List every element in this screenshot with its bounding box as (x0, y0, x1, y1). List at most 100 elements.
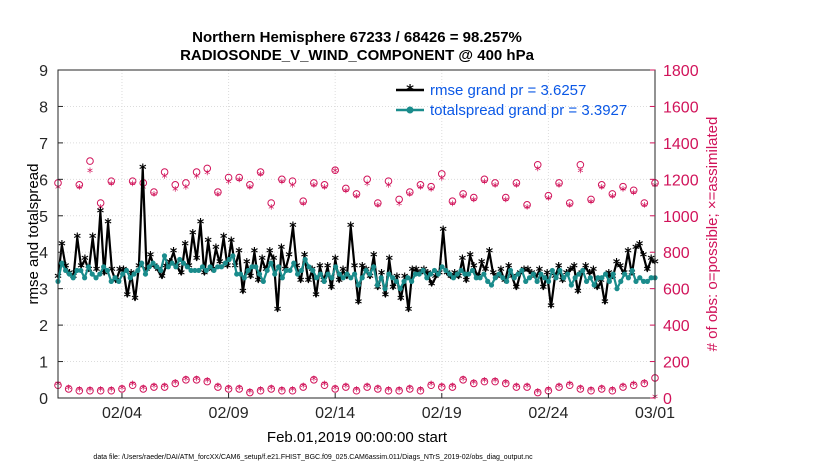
spread-point (340, 275, 346, 281)
obs-possible-point (437, 170, 446, 178)
spread-point (256, 271, 263, 277)
obs-assimilated-point: * (311, 373, 317, 387)
spread-point (82, 275, 88, 281)
spread-point (230, 253, 236, 259)
obs-possible-point (96, 199, 105, 207)
spread-point (561, 275, 567, 281)
y-axis-right-ticks: 0 200 400 600 800 1000 1200 1400 1600 1800 (650, 63, 699, 408)
spread-point (477, 275, 483, 281)
rmse-point: * (112, 275, 120, 291)
obs-assimilated-point: * (258, 384, 264, 398)
obs-assimilated-point: * (588, 384, 594, 398)
rmse-point: * (567, 264, 575, 280)
spread-point (63, 267, 69, 274)
spread-point (260, 278, 266, 284)
obs-possible-point (406, 385, 414, 393)
obs-possible-point (480, 175, 489, 184)
obs-assimilated-point: * (503, 195, 509, 209)
obs-assimilated-point: * (513, 381, 519, 395)
spread-point (610, 271, 616, 277)
legend-rmse-marker: * (406, 81, 414, 99)
spread-point (146, 264, 152, 270)
x-tick-label: 03/01 (635, 405, 675, 422)
obs-assimilated-point: * (204, 167, 210, 181)
spread-point (211, 267, 217, 274)
obs-assimilated-point: * (567, 200, 573, 214)
spread-point (173, 264, 179, 270)
rmse-point: * (355, 297, 363, 313)
y-left-tick-label: 3 (39, 282, 48, 299)
obs-assimilated-point: * (268, 202, 274, 216)
spread-point (382, 286, 388, 292)
obs-assimilated-point: * (194, 171, 200, 185)
obs-assimilated-point: * (481, 176, 487, 190)
obs-assimilated-point: * (236, 382, 242, 396)
obs-possible-point (512, 383, 521, 391)
spread-point (74, 267, 80, 274)
spread-point (298, 267, 304, 274)
rmse-point: * (397, 293, 405, 309)
spread-point (283, 267, 289, 274)
spread-point (542, 275, 548, 281)
spread-point (367, 271, 373, 277)
y-axis-left-label: rmse and totalspread (25, 164, 42, 305)
spread-point (648, 275, 654, 281)
spread-point (131, 271, 137, 277)
obs-possible-point (416, 386, 425, 395)
obs-possible-point (107, 177, 116, 185)
obs-possible-point (278, 175, 286, 184)
rmse-point: * (482, 264, 490, 280)
obs-assimilated-point: * (322, 182, 328, 196)
spread-point (576, 271, 582, 277)
obs-possible-point (555, 179, 563, 187)
obs-possible-point (64, 385, 73, 393)
obs-possible-point (128, 381, 137, 390)
obs-assimilated-point: * (354, 384, 360, 398)
spread-point (439, 264, 445, 270)
spread-point (424, 275, 430, 281)
obs-possible-point (469, 379, 478, 388)
legend-rmse-label: rmse grand pr = 3.6257 (430, 82, 586, 99)
obs-assimilated-point: * (396, 384, 402, 398)
spread-point (192, 267, 198, 274)
obs-possible-point (107, 386, 116, 395)
obs-possible-point (374, 199, 382, 207)
rmse-point: * (228, 235, 236, 251)
obs-possible-point (544, 191, 553, 200)
obs-assimilated-point: * (130, 379, 136, 393)
spread-point (485, 278, 491, 284)
obs-assimilated-point: * (481, 375, 487, 389)
spread-point (488, 282, 495, 288)
rmse-point: * (382, 289, 390, 305)
obs-assimilated-point: * (354, 191, 360, 205)
obs-possible-point (192, 168, 201, 176)
obs-assimilated-point: * (247, 182, 253, 196)
obs-possible-point (448, 197, 457, 205)
rmse-point: * (617, 260, 625, 276)
spread-point (226, 256, 232, 263)
spread-point (450, 275, 457, 281)
obs-possible-point (363, 175, 371, 184)
spread-point (534, 278, 540, 284)
spread-point (215, 264, 221, 270)
x-axis-label: Feb.01,2019 00:00:00 start (267, 429, 448, 446)
obs-assimilated-point: * (535, 164, 541, 178)
spread-point (199, 264, 206, 270)
spread-point (583, 278, 590, 284)
spread-point (469, 267, 476, 274)
rmse-point: * (274, 304, 282, 320)
obs-assimilated-point: * (503, 377, 509, 391)
y-right-tick-label: 800 (663, 245, 690, 262)
rmse-point: * (278, 242, 286, 258)
obs-assimilated-point: * (567, 379, 573, 393)
rmse-point: * (466, 249, 474, 265)
obs-possible-point (512, 179, 521, 187)
obs-possible-point (96, 386, 105, 395)
obs-possible-point (160, 383, 169, 391)
spread-point (393, 278, 400, 284)
spread-point (401, 278, 407, 284)
obs-possible-point (501, 379, 510, 388)
rmse-point: * (212, 242, 220, 258)
obs-possible-point (619, 383, 627, 391)
rmse-point: * (151, 260, 159, 276)
